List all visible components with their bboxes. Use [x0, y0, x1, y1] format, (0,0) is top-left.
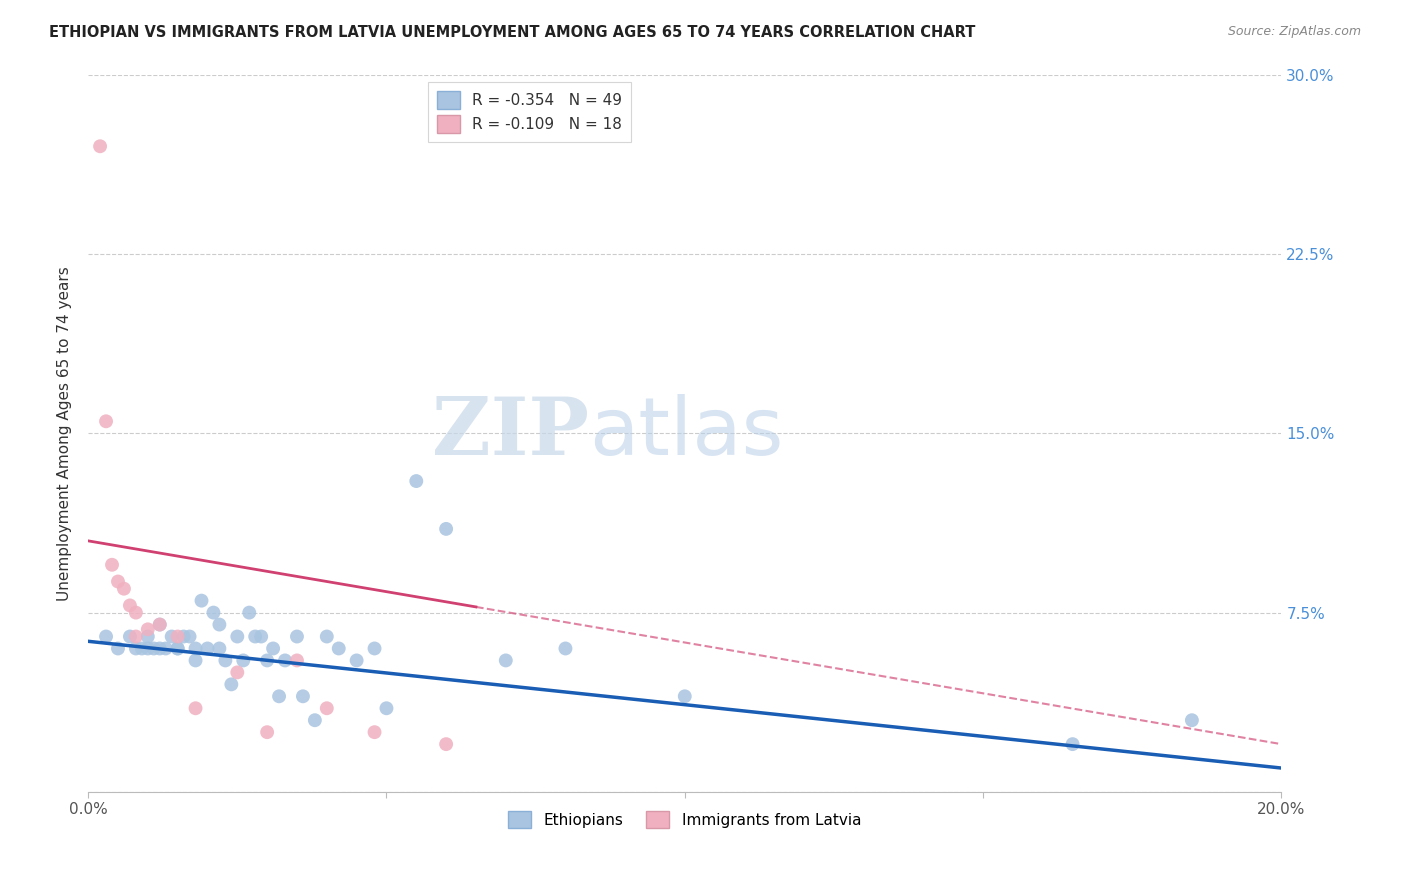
Point: [434, 737, 457, 751]
Point: [89, 139, 111, 153]
Point: [184, 701, 207, 715]
Point: [375, 701, 398, 715]
Point: [226, 665, 249, 680]
Point: [149, 617, 172, 632]
Point: [136, 623, 159, 637]
Point: [267, 690, 290, 704]
Point: [250, 630, 273, 644]
Point: [184, 653, 207, 667]
Point: [208, 617, 231, 632]
Point: [315, 630, 337, 644]
Text: Source: ZipAtlas.com: Source: ZipAtlas.com: [1227, 25, 1361, 38]
Point: [256, 725, 278, 739]
Point: [214, 653, 236, 667]
Point: [315, 701, 337, 715]
Point: [245, 630, 267, 644]
Point: [149, 641, 172, 656]
Point: [274, 653, 297, 667]
Point: [94, 630, 117, 644]
Text: atlas: atlas: [589, 394, 783, 472]
Point: [112, 582, 135, 596]
Point: [285, 630, 308, 644]
Point: [125, 630, 148, 644]
Point: [202, 606, 225, 620]
Point: [125, 641, 148, 656]
Point: [94, 414, 117, 428]
Point: [1181, 713, 1204, 727]
Point: [238, 606, 260, 620]
Point: [221, 677, 243, 691]
Point: [346, 653, 368, 667]
Point: [136, 641, 159, 656]
Legend: Ethiopians, Immigrants from Latvia: Ethiopians, Immigrants from Latvia: [502, 805, 868, 835]
Point: [184, 641, 207, 656]
Point: [107, 574, 129, 589]
Point: [363, 725, 385, 739]
Point: [190, 593, 212, 607]
Point: [173, 630, 195, 644]
Point: [495, 653, 517, 667]
Point: [107, 641, 129, 656]
Point: [166, 641, 188, 656]
Point: [226, 630, 249, 644]
Point: [232, 653, 254, 667]
Point: [149, 617, 172, 632]
Point: [142, 641, 165, 656]
Point: [554, 641, 576, 656]
Text: ZIP: ZIP: [432, 394, 589, 472]
Point: [166, 630, 188, 644]
Point: [136, 630, 159, 644]
Point: [256, 653, 278, 667]
Point: [673, 690, 696, 704]
Y-axis label: Unemployment Among Ages 65 to 74 years: Unemployment Among Ages 65 to 74 years: [58, 266, 72, 600]
Point: [434, 522, 457, 536]
Point: [285, 653, 308, 667]
Point: [125, 606, 148, 620]
Point: [1062, 737, 1084, 751]
Point: [155, 641, 177, 656]
Point: [262, 641, 284, 656]
Point: [328, 641, 350, 656]
Point: [118, 599, 141, 613]
Point: [131, 641, 153, 656]
Point: [304, 713, 326, 727]
Text: ETHIOPIAN VS IMMIGRANTS FROM LATVIA UNEMPLOYMENT AMONG AGES 65 TO 74 YEARS CORRE: ETHIOPIAN VS IMMIGRANTS FROM LATVIA UNEM…: [49, 25, 976, 40]
Point: [405, 474, 427, 488]
Point: [179, 630, 201, 644]
Point: [101, 558, 124, 572]
Point: [160, 630, 183, 644]
Point: [118, 630, 141, 644]
Point: [197, 641, 219, 656]
Point: [208, 641, 231, 656]
Point: [166, 641, 188, 656]
Point: [363, 641, 385, 656]
Point: [291, 690, 314, 704]
